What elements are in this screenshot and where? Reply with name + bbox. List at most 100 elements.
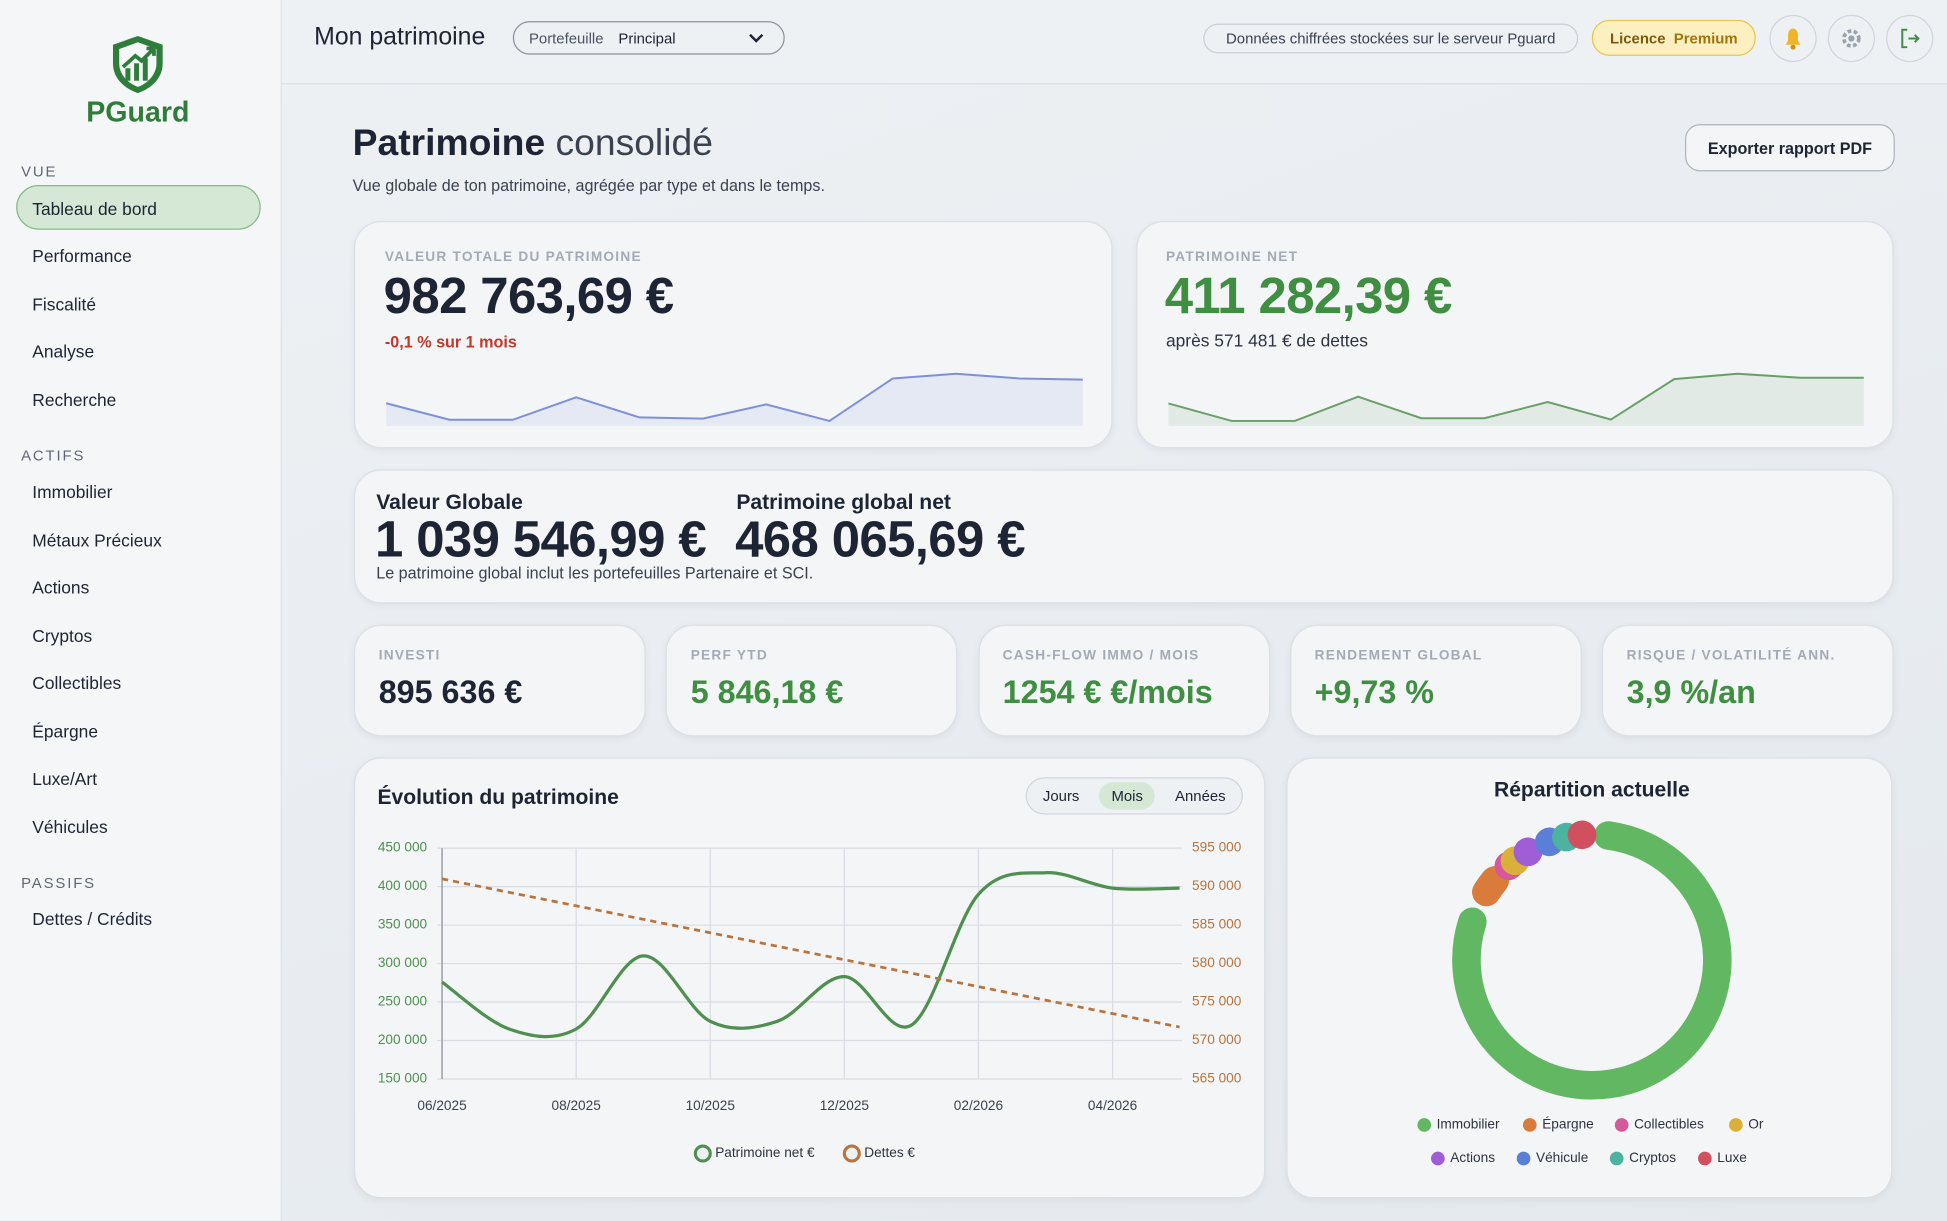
legend-label: Immobilier [1437, 1117, 1500, 1132]
nav-item[interactable]: Épargne [32, 720, 99, 741]
legend-swatch [1609, 1151, 1624, 1166]
y-tick-label: 150 000 [378, 1071, 428, 1086]
legend-label: Patrimoine net € [715, 1145, 815, 1160]
range-toggle: Jours Mois Années [1025, 777, 1243, 815]
kpi-value: 3,9 %/an [1626, 673, 1756, 711]
y-tick-label: 200 000 [378, 1032, 428, 1047]
kpi-card: RENDEMENT GLOBAL +9,73 % [1289, 624, 1582, 737]
nav-item[interactable]: Actions [32, 577, 90, 598]
kpi-value: 895 636 € [378, 673, 523, 711]
y2-tick-label: 585 000 [1192, 917, 1242, 932]
nav-item[interactable]: Recherche [32, 389, 117, 410]
title-bold: Patrimoine [352, 122, 546, 164]
nav-section-title: VUE [21, 162, 58, 181]
kpi-note: après 571 481 € de dettes [1165, 330, 1368, 351]
x-tick-label: 04/2026 [1088, 1098, 1137, 1113]
sparkline [385, 372, 1083, 426]
legend-swatch [1614, 1118, 1629, 1132]
nav-item[interactable]: Tableau de bord [16, 184, 261, 230]
chevron [749, 33, 764, 43]
nav-item[interactable]: Analyse [32, 341, 95, 362]
donut-chart: Répartition actuelle Immobilier Épargne Co… [1417, 779, 1764, 1166]
settings-button[interactable] [1827, 14, 1875, 63]
logo-icon [112, 36, 163, 94]
title-rest: consolidé [555, 122, 713, 164]
header-title: Mon patrimoine [314, 23, 486, 51]
legend-swatch [842, 1144, 861, 1163]
kpi-card: VALEUR TOTALE DU PATRIMOINE 982 763,69 €… [353, 221, 1113, 449]
nav-section-title: ACTIFS [21, 446, 86, 464]
legend-swatch [1522, 1118, 1537, 1132]
kpi-value: 982 763,69 € [383, 266, 674, 325]
storage-note: Données chiffrées stockées sur le serveu… [1203, 23, 1579, 54]
legend-label: Véhicule [1536, 1150, 1588, 1165]
legend-swatch [1698, 1151, 1712, 1166]
nav-item[interactable]: Métaux Précieux [32, 529, 162, 550]
notifications-button[interactable] [1769, 14, 1817, 63]
legend-swatch [1729, 1118, 1743, 1132]
chart-title: Répartition actuelle [1494, 779, 1690, 802]
export-button[interactable]: Exporter rapport PDF [1684, 124, 1895, 172]
kpi-value: +9,73 % [1314, 673, 1435, 711]
license-badge[interactable]: Licence Premium [1591, 19, 1756, 56]
page-title: Patrimoine consolidé [353, 123, 713, 165]
x-tick-label: 06/2025 [417, 1098, 467, 1113]
x-tick-label: 10/2025 [686, 1098, 736, 1113]
y-tick-label: 250 000 [378, 994, 428, 1009]
logo-text: PGuard [86, 95, 190, 128]
global-value: 1 039 546,99 € [374, 510, 707, 568]
nav-item[interactable]: Véhicules [32, 816, 108, 837]
nav-item[interactable]: Cryptos [32, 625, 93, 646]
legend-swatch [693, 1144, 712, 1163]
range-option[interactable]: Mois [1099, 782, 1156, 810]
y-tick-label: 450 000 [378, 840, 428, 855]
y2-tick-label: 580 000 [1192, 955, 1242, 970]
kpi-label: RENDEMENT GLOBAL [1314, 648, 1483, 664]
x-tick-label: 02/2026 [954, 1098, 1003, 1113]
sidebar: PGuard VUE Tableau de bord Performance Fisc… [0, 0, 282, 1221]
x-tick-label: 08/2025 [551, 1098, 601, 1113]
portfolio-select[interactable]: Portefeuille Principal [512, 21, 785, 55]
logout-button[interactable] [1886, 14, 1934, 63]
series-line [441, 877, 1180, 1029]
global-note: Le patrimoine global inclut les portefeu… [376, 563, 814, 583]
range-option[interactable]: Années [1175, 787, 1226, 805]
legend-swatch [1417, 1118, 1432, 1132]
global-value: 468 065,69 € [735, 510, 1025, 568]
global-label: Patrimoine global net [736, 490, 951, 515]
nav-item[interactable]: Dettes / Crédits [32, 908, 153, 929]
y-tick-label: 350 000 [378, 917, 428, 932]
nav-item[interactable]: Luxe/Art [32, 768, 98, 789]
kpi-card: RISQUE / VOLATILITÉ ANN. 3,9 %/an [1601, 624, 1894, 737]
global-card: Valeur Globale 1 039 546,99 € Patrimoine… [353, 469, 1894, 604]
global-label: Valeur Globale [376, 490, 523, 515]
y-tick-label: 300 000 [378, 955, 428, 970]
legend-label: Luxe [1717, 1150, 1747, 1165]
range-option[interactable]: Jours [1042, 787, 1080, 805]
y2-tick-label: 565 000 [1192, 1071, 1242, 1086]
kpi-row: INVESTI 895 636 € PERF YTD 5 846,18 € CASH-F… [353, 624, 1894, 737]
series-line [441, 871, 1180, 1039]
nav-item[interactable]: Performance [32, 245, 132, 266]
kpi-card: PERF YTD 5 846,18 € [665, 624, 958, 737]
kpi-label: VALEUR TOTALE DU PATRIMOINE [384, 249, 642, 265]
license-label: Licence [1610, 29, 1666, 47]
select-label: Portefeuille [528, 29, 604, 47]
nav-item[interactable]: Collectibles [32, 673, 122, 693]
nav-item[interactable]: Fiscalité [32, 293, 97, 314]
nav: VUE Tableau de bord Performance Fiscalité An… [0, 161, 281, 943]
page-subtitle: Vue globale de ton patrimoine, agrégée p… [352, 176, 825, 195]
evolution-card: Évolution du patrimoine 150 000 200 000 25… [353, 757, 1266, 1199]
header-icons [1769, 14, 1934, 63]
license-tier: Premium [1673, 29, 1738, 47]
legend-label: Collectibles [1634, 1117, 1704, 1132]
legend-swatch [1431, 1151, 1445, 1166]
nav-item[interactable]: Immobilier [32, 481, 113, 502]
sparkline-line [385, 372, 1083, 423]
chart-title: Évolution du patrimoine [377, 786, 619, 809]
legend-label: Actions [1450, 1150, 1495, 1165]
donut-segment [1452, 821, 1732, 1100]
kpi-label: PATRIMOINE NET [1165, 249, 1299, 265]
y-tick-label: 400 000 [378, 878, 428, 893]
